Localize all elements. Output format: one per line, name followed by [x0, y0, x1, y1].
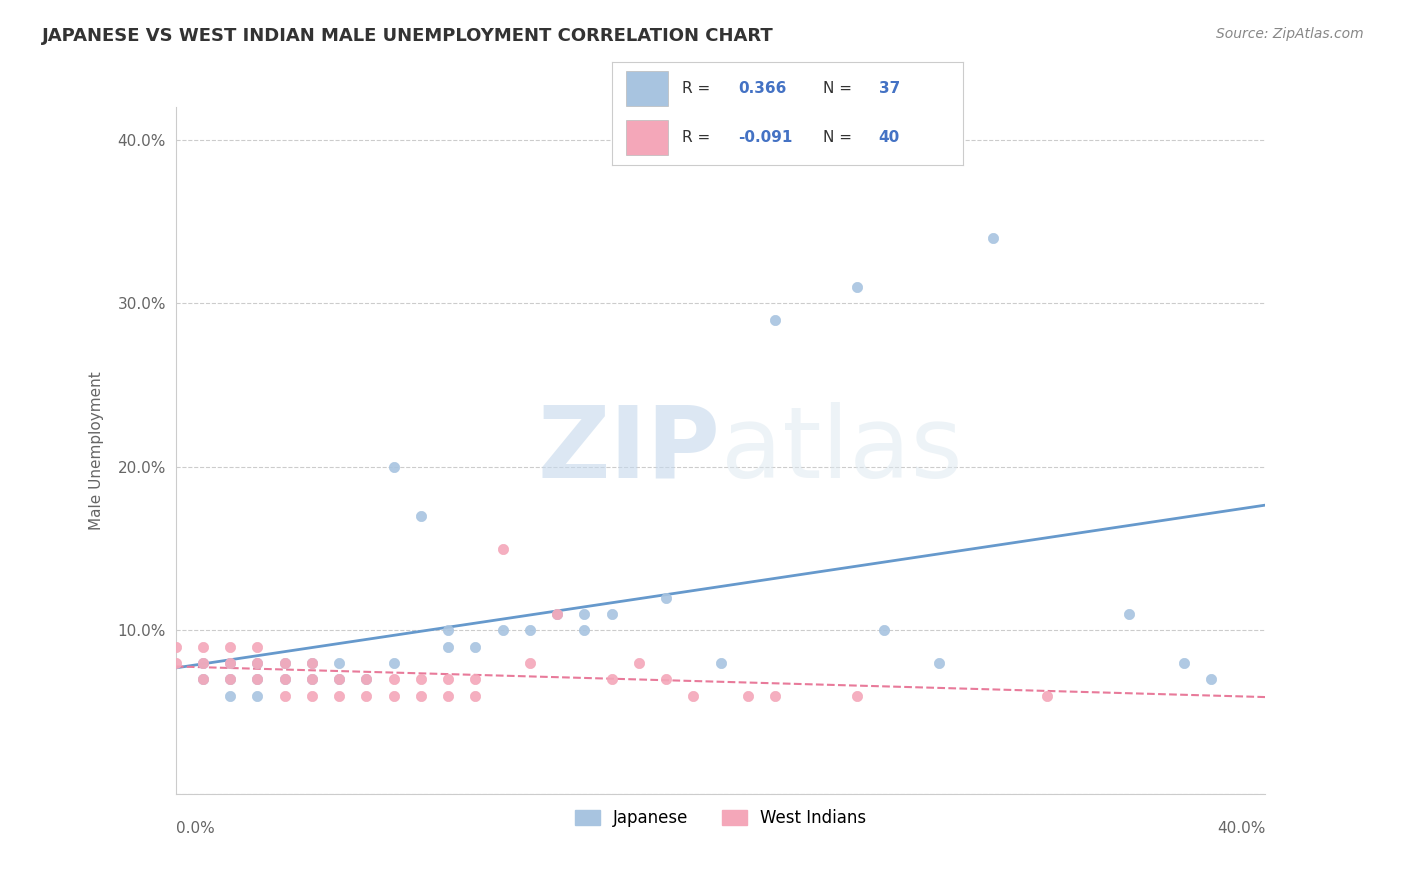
Point	[437, 640, 460, 654]
Point	[191, 673, 214, 687]
Text: N =: N =	[823, 80, 856, 95]
Point	[356, 689, 378, 703]
Point	[301, 689, 323, 703]
Point	[492, 624, 515, 638]
Point	[710, 656, 733, 670]
Point	[274, 656, 297, 670]
Text: 40.0%: 40.0%	[1218, 822, 1265, 837]
Point	[191, 656, 214, 670]
Point	[191, 673, 214, 687]
Point	[382, 689, 405, 703]
Point	[928, 656, 950, 670]
Text: -0.091: -0.091	[738, 130, 793, 145]
Bar	[626, 120, 668, 155]
Point	[356, 673, 378, 687]
Point	[246, 673, 269, 687]
Point	[437, 673, 460, 687]
Point	[246, 640, 269, 654]
Text: 0.0%: 0.0%	[176, 822, 215, 837]
Point	[655, 673, 678, 687]
Text: R =: R =	[682, 80, 716, 95]
Point	[274, 673, 297, 687]
Point	[301, 673, 323, 687]
Point	[274, 689, 297, 703]
Point	[1036, 689, 1059, 703]
Text: 0.366: 0.366	[738, 80, 786, 95]
Point	[219, 656, 242, 670]
Point	[219, 673, 242, 687]
Point	[219, 673, 242, 687]
Text: 37: 37	[879, 80, 900, 95]
Point	[409, 673, 432, 687]
Point	[246, 656, 269, 670]
Point	[600, 673, 623, 687]
Point	[382, 459, 405, 474]
Point	[219, 656, 242, 670]
Point	[246, 673, 269, 687]
Point	[682, 689, 704, 703]
Point	[246, 656, 269, 670]
Point	[165, 640, 187, 654]
Point	[519, 656, 541, 670]
Text: ZIP: ZIP	[537, 402, 721, 499]
Point	[1173, 656, 1195, 670]
Bar	[626, 70, 668, 105]
Point	[437, 689, 460, 703]
Point	[246, 689, 269, 703]
Point	[1118, 607, 1140, 621]
Point	[409, 689, 432, 703]
Point	[219, 640, 242, 654]
Point	[409, 508, 432, 523]
Point	[328, 689, 350, 703]
Point	[546, 607, 568, 621]
Point	[519, 624, 541, 638]
Point	[356, 673, 378, 687]
Point	[546, 607, 568, 621]
Point	[873, 624, 896, 638]
Point	[981, 231, 1004, 245]
Legend: Japanese, West Indians: Japanese, West Indians	[568, 802, 873, 834]
Text: 40: 40	[879, 130, 900, 145]
Point	[845, 280, 868, 294]
Text: JAPANESE VS WEST INDIAN MALE UNEMPLOYMENT CORRELATION CHART: JAPANESE VS WEST INDIAN MALE UNEMPLOYMEN…	[42, 27, 773, 45]
Point	[464, 673, 486, 687]
Point	[464, 640, 486, 654]
Text: R =: R =	[682, 130, 716, 145]
Point	[763, 689, 786, 703]
Y-axis label: Male Unemployment: Male Unemployment	[89, 371, 104, 530]
Point	[600, 607, 623, 621]
Point	[301, 656, 323, 670]
Point	[382, 656, 405, 670]
Point	[655, 591, 678, 605]
Point	[492, 541, 515, 556]
Point	[274, 673, 297, 687]
Point	[1199, 673, 1222, 687]
Point	[191, 640, 214, 654]
Point	[845, 689, 868, 703]
Point	[328, 673, 350, 687]
Point	[328, 673, 350, 687]
Point	[627, 656, 650, 670]
Point	[574, 624, 596, 638]
Point	[219, 689, 242, 703]
Point	[328, 656, 350, 670]
Point	[274, 656, 297, 670]
Point	[763, 312, 786, 326]
Point	[301, 656, 323, 670]
Point	[191, 656, 214, 670]
Point	[437, 624, 460, 638]
Point	[301, 673, 323, 687]
Point	[165, 656, 187, 670]
Text: N =: N =	[823, 130, 856, 145]
Text: Source: ZipAtlas.com: Source: ZipAtlas.com	[1216, 27, 1364, 41]
Text: atlas: atlas	[721, 402, 962, 499]
Point	[737, 689, 759, 703]
Point	[574, 607, 596, 621]
Point	[382, 673, 405, 687]
Point	[464, 689, 486, 703]
